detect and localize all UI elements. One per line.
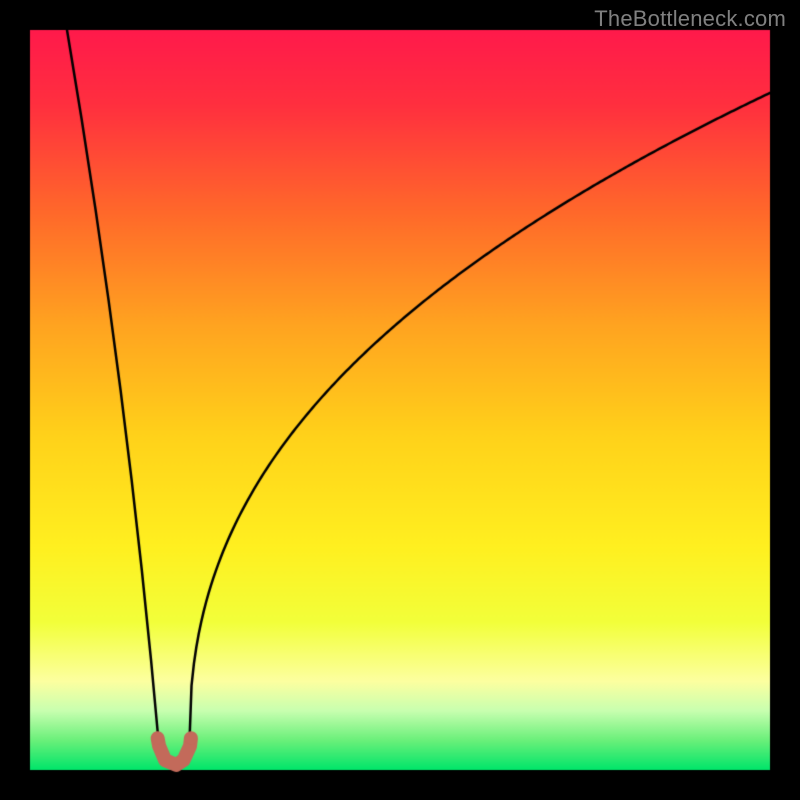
bottleneck-chart <box>0 0 800 800</box>
watermark-text: TheBottleneck.com <box>594 6 786 32</box>
figure-frame: TheBottleneck.com <box>0 0 800 800</box>
